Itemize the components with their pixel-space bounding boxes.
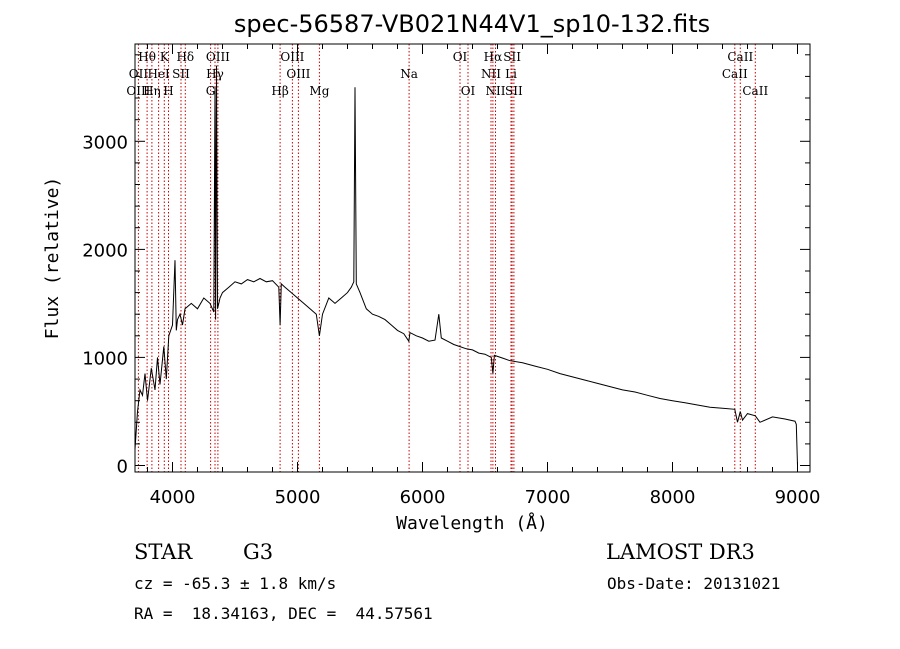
y-tick-label: 2000 xyxy=(82,240,128,261)
line-label: Mg xyxy=(309,84,329,98)
y-axis-label: Flux (relative) xyxy=(42,177,63,340)
line-label: Hβ xyxy=(271,84,288,98)
line-label: OIII xyxy=(126,84,150,98)
y-tick-label: 0 xyxy=(117,457,128,478)
object-class: STAR xyxy=(134,540,193,564)
line-label: CaII xyxy=(722,67,748,81)
plot-frame xyxy=(134,43,811,473)
x-tick-label: 6000 xyxy=(400,487,446,508)
x-tick-label: 9000 xyxy=(775,487,821,508)
line-label: OI xyxy=(453,50,468,64)
line-label: OI xyxy=(461,84,476,98)
x-axis-ticks: 4000 5000 6000 7000 8000 9000 xyxy=(147,44,821,508)
line-label: G xyxy=(206,84,216,98)
line-label: Hα xyxy=(484,50,503,64)
line-label: CaII xyxy=(727,50,753,64)
x-tick-label: 7000 xyxy=(525,487,571,508)
survey-name: LAMOST DR3 xyxy=(606,540,755,564)
line-label: CaII xyxy=(742,84,768,98)
line-label: HeI xyxy=(147,67,170,81)
obs-date: Obs-Date: 20131021 xyxy=(607,574,781,593)
emission-line-markers xyxy=(137,44,756,472)
emission-line-labels: Hθ OII OIII K HeI Hη SII H Hδ OIII Hγ G Hβ OIII OIII Mg… xyxy=(126,50,768,98)
object-subclass: G3 xyxy=(243,540,274,564)
x-tick-label: 5000 xyxy=(275,487,321,508)
y-tick-label: 1000 xyxy=(82,348,128,369)
line-label: Hδ xyxy=(176,50,194,64)
line-label: SII xyxy=(503,50,521,64)
chart-title: spec-56587-VB021N44V1_sp10-132.fits xyxy=(234,10,710,38)
x-tick-label: 4000 xyxy=(150,487,196,508)
line-label: Hγ xyxy=(206,67,224,81)
redshift-readout: cz = -65.3 ± 1.8 km/s xyxy=(134,574,337,593)
y-axis-ticks: 0 1000 2000 3000 xyxy=(82,54,810,478)
line-label: Hη xyxy=(143,84,161,98)
line-label: NII xyxy=(481,67,501,81)
x-tick-label: 8000 xyxy=(650,487,696,508)
line-label: OII xyxy=(129,67,149,81)
line-label: H xyxy=(163,84,173,98)
line-label: SII xyxy=(172,67,190,81)
line-label: OIII xyxy=(206,50,230,64)
line-label: Na xyxy=(400,67,418,81)
line-label: Hθ xyxy=(138,50,156,64)
line-label: SII xyxy=(505,84,523,98)
line-label: OIII xyxy=(286,67,310,81)
x-axis-label: Wavelength (Å) xyxy=(396,512,548,534)
coordinates: RA = 18.34163, DEC = 44.57561 xyxy=(134,604,433,623)
line-label: Li xyxy=(505,67,517,81)
spectrum-line xyxy=(134,65,798,466)
line-label: NII xyxy=(486,84,506,98)
y-tick-label: 3000 xyxy=(82,132,128,153)
line-label: K xyxy=(160,50,170,64)
line-label: OIII xyxy=(280,50,304,64)
